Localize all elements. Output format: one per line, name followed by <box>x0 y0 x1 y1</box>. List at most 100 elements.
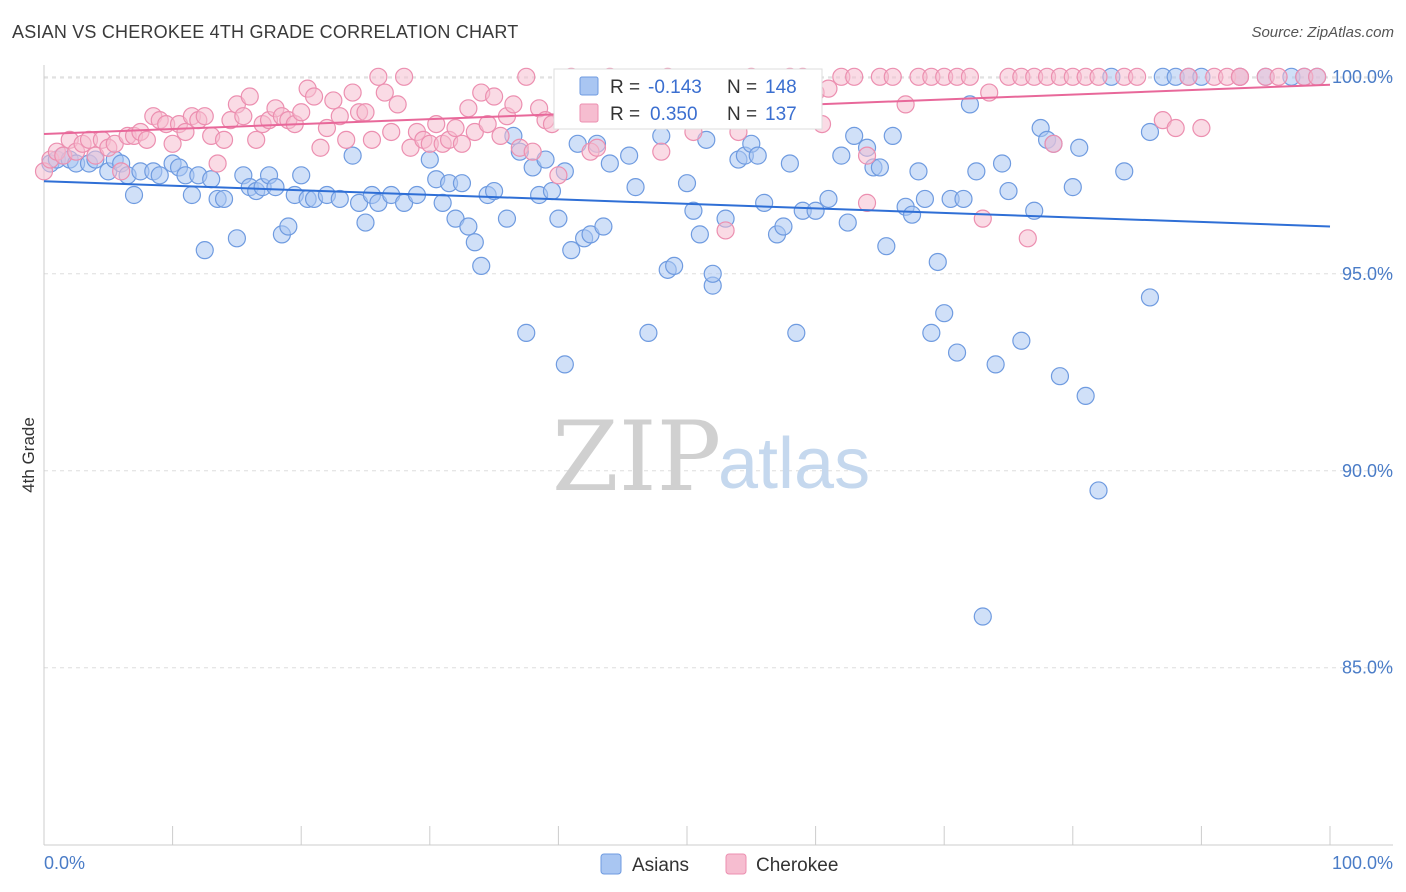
asian-point <box>954 189 973 209</box>
stats-legend-asian-n: 148 <box>765 77 797 98</box>
cherokee-point <box>485 87 504 106</box>
legend-cherokee-swatch <box>725 853 747 875</box>
asian-point <box>517 323 536 342</box>
asian-point <box>845 126 864 146</box>
asian-point <box>1050 367 1070 386</box>
cherokee-point <box>504 95 523 114</box>
asian-point <box>960 95 980 114</box>
asian-point <box>555 355 574 374</box>
cherokee-point <box>446 118 465 138</box>
cherokee-point <box>857 146 877 165</box>
asian-point <box>1115 162 1134 181</box>
cherokee-point <box>652 142 671 161</box>
x-tick-label-min: 0.0% <box>44 853 85 873</box>
asian-point <box>922 323 941 342</box>
stats-legend-cherokee-n: 137 <box>765 104 797 125</box>
cherokee-point <box>1192 118 1211 138</box>
stats-legend-n-label-2: N = <box>727 104 757 125</box>
asian-point <box>266 178 285 197</box>
asian-point <box>684 201 703 220</box>
asian-point <box>420 150 439 169</box>
watermark: ZIP atlas <box>552 401 870 513</box>
asian-point <box>928 252 947 272</box>
cherokee-point <box>388 95 407 114</box>
cherokee-point <box>452 134 472 153</box>
asian-point <box>787 323 806 342</box>
asian-point <box>1076 386 1095 406</box>
cherokee-point <box>375 83 394 102</box>
cherokee-point <box>549 166 568 185</box>
cherokee-point <box>195 107 214 126</box>
asian-point <box>433 193 452 212</box>
cherokee-point <box>234 107 253 126</box>
asian-point <box>452 174 472 193</box>
y-tick-label: 90.0% <box>1342 461 1393 481</box>
y-tick-labels: 85.0% 90.0% 95.0% 100.0% <box>1332 67 1393 678</box>
asian-point <box>1089 481 1108 500</box>
cherokee-point <box>240 87 259 106</box>
asian-point <box>227 229 246 248</box>
cherokee-point <box>369 67 388 86</box>
cherokee-point <box>1308 67 1327 86</box>
asian-point <box>986 355 1005 374</box>
cherokee-point <box>343 83 362 102</box>
asian-point <box>214 189 234 209</box>
cherokee-point <box>1269 67 1288 86</box>
asian-point <box>780 154 799 173</box>
x-tick-label-max: 100.0% <box>1332 853 1393 873</box>
grid-lines <box>44 76 1393 669</box>
stats-legend-asian-swatch <box>579 76 599 96</box>
asian-point <box>1063 178 1082 197</box>
asian-point <box>600 154 619 173</box>
asian-point <box>883 126 902 146</box>
y-tick-label: 100.0% <box>1332 67 1393 87</box>
asian-point <box>690 225 709 244</box>
source-label: Source: ZipAtlas.com <box>1251 24 1394 41</box>
cherokee-point <box>1230 67 1250 86</box>
cherokee-point <box>459 99 478 118</box>
y-axis-label: 4th Grade <box>19 417 38 493</box>
asian-point <box>195 241 214 260</box>
asian-trend-line <box>43 180 1331 228</box>
asian-point <box>806 201 825 220</box>
stats-legend-asian-r: -0.143 <box>648 77 702 98</box>
cherokee-point <box>330 107 349 126</box>
cherokee-point <box>247 130 266 149</box>
asian-point <box>1012 331 1031 350</box>
asian-point <box>677 174 697 193</box>
asian-point <box>279 217 298 236</box>
asian-point <box>947 343 967 362</box>
asian-point <box>343 146 362 165</box>
cherokee-point <box>1179 67 1198 86</box>
cherokee-point <box>1044 134 1063 153</box>
asian-point <box>935 304 954 323</box>
asian-point <box>909 162 928 181</box>
watermark-atlas: atlas <box>718 424 870 504</box>
cherokee-point <box>324 91 343 110</box>
asian-point <box>124 185 144 205</box>
watermark-zip: ZIP <box>552 401 721 513</box>
stats-legend-cherokee-swatch <box>579 103 599 123</box>
cherokee-point <box>517 67 536 86</box>
asian-point <box>472 256 491 276</box>
asian-point <box>973 607 992 626</box>
cherokee-point <box>394 67 414 86</box>
asian-point <box>639 323 658 342</box>
cherokee-point <box>214 130 234 149</box>
asian-point <box>542 181 562 201</box>
legend-cherokee-label: Cherokee <box>756 855 838 876</box>
asian-point <box>626 178 645 197</box>
asian-point <box>150 166 169 185</box>
asian-point <box>594 217 613 236</box>
cherokee-point <box>883 67 902 86</box>
asian-point <box>967 162 986 181</box>
cherokee-point <box>112 162 131 181</box>
cherokee-point <box>1166 118 1185 138</box>
asian-point <box>182 185 201 205</box>
cherokee-point <box>382 122 401 142</box>
cherokee-point <box>1089 67 1108 86</box>
cherokee-point <box>362 130 382 149</box>
asian-point <box>832 146 851 165</box>
cherokee-point <box>208 154 227 173</box>
asian-point <box>838 213 857 232</box>
